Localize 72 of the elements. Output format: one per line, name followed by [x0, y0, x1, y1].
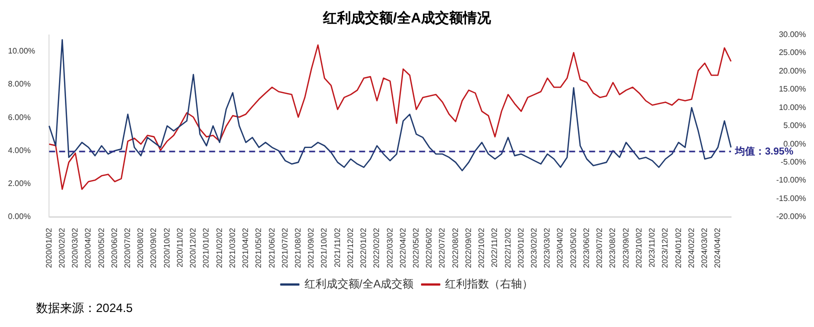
legend-label: 红利成交额/全A成交额: [304, 278, 414, 291]
x-tick-label: 2022/08/02: [450, 227, 460, 268]
x-tick-label: 2023/03/02: [542, 227, 552, 268]
x-tick-label: 2021/06/02: [267, 227, 276, 268]
x-tick-label: 2023/01/02: [516, 227, 526, 268]
y2-tick-label: 20.00%: [778, 66, 806, 76]
x-tick-label: 2022/12/02: [503, 227, 512, 268]
y2-tick-label: 10.00%: [778, 102, 806, 112]
x-tick-label: 2020/04/02: [84, 227, 93, 268]
x-tick-label: 2021/04/02: [241, 227, 250, 268]
x-tick-label: 2024/02/02: [686, 227, 696, 268]
x-tick-label: 2023/06/02: [582, 227, 591, 268]
x-tick-label: 2022/06/02: [424, 227, 434, 268]
legend-label: 红利指数（右轴）: [445, 278, 534, 291]
x-tick-label: 2020/02/02: [57, 227, 66, 268]
x-tick-label: 2022/05/02: [411, 227, 420, 268]
x-tick-label: 2024/01/02: [674, 227, 683, 268]
y2-tick-label: -20.00%: [776, 212, 806, 222]
x-tick-label: 2023/09/02: [621, 227, 630, 268]
x-tick-label: 2021/11/02: [332, 227, 342, 268]
x-tick-label: 2023/04/02: [556, 227, 565, 268]
y2-tick-label: 5.00%: [783, 121, 806, 130]
x-tick-label: 2020/06/02: [110, 227, 119, 268]
x-tick-label: 2021/07/02: [280, 227, 290, 268]
y-tick-label: 6.00%: [8, 112, 31, 122]
x-tick-label: 2020/08/02: [136, 227, 146, 268]
x-tick-label: 2024/03/02: [700, 227, 709, 268]
x-tick-label: 2020/05/02: [96, 227, 106, 268]
x-tick-label: 2023/07/02: [595, 227, 604, 268]
x-tick-label: 2024/04/02: [713, 227, 722, 268]
x-tick-label: 2020/10/02: [162, 227, 172, 268]
x-tick-label: 2020/12/02: [188, 227, 198, 268]
x-tick-label: 2023/02/02: [530, 227, 539, 268]
x-tick-label: 2020/11/02: [175, 227, 184, 268]
x-tick-label: 2022/04/02: [398, 227, 408, 268]
x-tick-label: 2021/08/02: [293, 227, 302, 268]
x-tick-label: 2022/09/02: [464, 227, 473, 268]
y2-tick-label: 30.00%: [778, 30, 806, 40]
y-tick-label: 10.00%: [8, 46, 36, 56]
x-tick-label: 2021/01/02: [202, 227, 211, 268]
x-tick-label: 2022/07/02: [438, 227, 447, 268]
x-tick-label: 2023/08/02: [608, 227, 618, 268]
x-tick-label: 2022/02/02: [372, 227, 382, 268]
x-tick-label: 2021/12/02: [346, 227, 355, 268]
x-tick-label: 2023/05/02: [568, 227, 578, 268]
y-tick-label: 0.00%: [8, 212, 31, 222]
x-tick-label: 2022/11/02: [490, 227, 500, 268]
x-tick-label: 2023/12/02: [660, 227, 670, 268]
x-tick-label: 2022/01/02: [359, 227, 368, 268]
x-tick-label: 2021/10/02: [320, 227, 329, 268]
y-tick-label: 2.00%: [8, 179, 31, 188]
y2-tick-label: -5.00%: [780, 158, 806, 167]
source-note: 数据来源：2024.5: [36, 300, 134, 317]
y2-tick-label: -15.00%: [776, 194, 806, 203]
x-tick-label: 2021/09/02: [306, 227, 316, 268]
x-tick-label: 2022/10/02: [477, 227, 486, 268]
x-tick-label: 2022/03/02: [385, 227, 394, 268]
x-tick-label: 2023/10/02: [634, 227, 644, 268]
chart-title: 红利成交额/全A成交额情况: [322, 9, 492, 26]
y2-tick-label: 25.00%: [778, 48, 806, 58]
x-tick-label: 2020/03/02: [70, 227, 80, 268]
x-tick-label: 2020/01/02: [44, 227, 54, 268]
x-tick-label: 2021/03/02: [228, 227, 237, 268]
x-tick-label: 2020/09/02: [149, 227, 158, 268]
x-tick-label: 2021/05/02: [254, 227, 264, 268]
y2-tick-label: -10.00%: [776, 176, 806, 185]
x-tick-label: 2021/02/02: [214, 227, 224, 268]
y2-tick-label: 15.00%: [778, 84, 806, 94]
y-tick-label: 4.00%: [8, 146, 31, 155]
y-tick-label: 8.00%: [8, 80, 31, 89]
x-tick-label: 2023/11/02: [648, 227, 657, 268]
x-tick-label: 2020/07/02: [123, 227, 132, 268]
